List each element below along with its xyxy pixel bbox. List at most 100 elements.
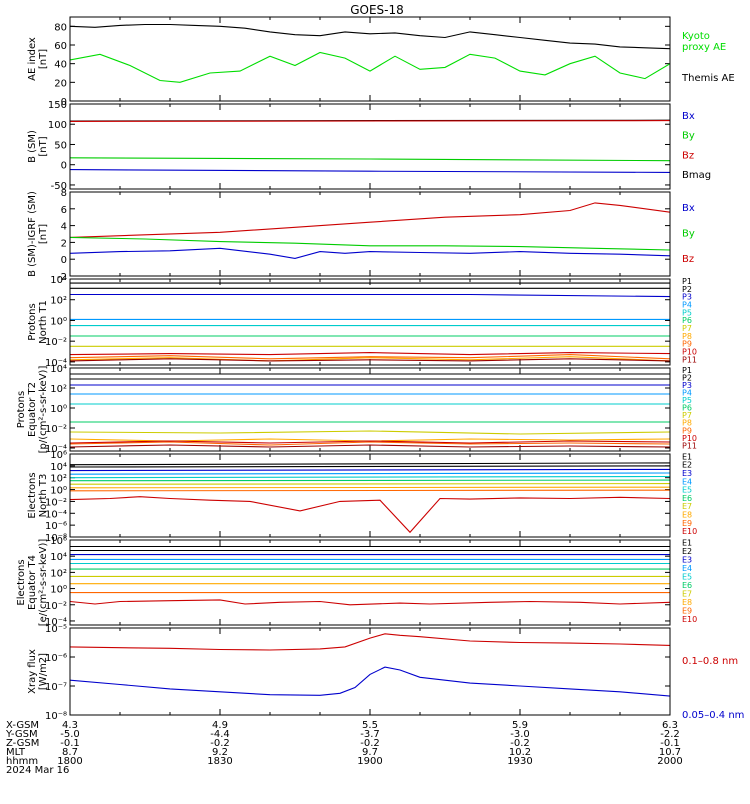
y-axis-label: [W/m2] [38,653,49,690]
y-tick-label: 2 [61,238,67,249]
panel-frame [69,367,671,452]
y-tick-label: 0 [61,161,67,172]
y-tick-label: 10² [50,568,67,579]
series-line-by [70,236,670,251]
legend-label: Bx [682,111,695,122]
panel-frame [69,191,671,277]
panel-bigrf: -2 0 2 4 6 8 B (SM)-IGRF (SM) [nT] Bx By Bz [27,188,695,283]
x-axis-value: 10.2 [509,747,531,758]
legend-label: E8 [682,598,692,607]
series-line-e7 [70,483,670,485]
x-axis-date: 2024 Mar 16 [6,765,69,776]
x-axis-value: 1830 [207,756,232,767]
x-axis-table: X-GSM 4.3 4.9 5.5 5.9 6.3 Y-GSM -5.0 -4.4 -3.7 -3.… [5,720,683,776]
legend-label: P1 [682,366,692,375]
legend-label: Kyoto [682,31,710,42]
y-axis-label: B (SM)-IGRF (SM) [27,191,38,277]
series-line-p8 [70,356,670,362]
panel-frame [69,278,671,366]
panel-frame [69,16,671,102]
legend-label: P5 [682,308,692,317]
legend-label: P7 [682,411,692,420]
series-line-0-05-0-4-nm [70,666,670,697]
series-group [70,545,670,606]
series-line-e6 [70,479,670,482]
series-line-p9 [70,354,670,360]
x-axis-value: -0.1 [660,738,680,749]
y-axis-label: Electrons [16,559,27,605]
legend-label: E8 [682,510,692,519]
legend-label: P2 [682,285,692,294]
legend-label: E3 [682,469,692,478]
panel-xray: 10⁻⁸ 10⁻⁷ 10⁻⁶ 10⁻⁵ Xray flux [W/m2] 0.1–0.8 n… [27,624,744,722]
y-tick-label: 60 [54,41,67,52]
legend-label: E2 [682,547,692,556]
x-axis-row-label: X-GSM [6,720,39,731]
legend-label: Themis AE [681,73,735,84]
y-axis-label: [nT] [38,224,49,244]
y-tick-label: 10⁴ [50,364,67,375]
y-tick-label: 6 [61,205,67,216]
legend-label: Bx [682,203,695,214]
x-axis-value: -0.2 [510,738,530,749]
y-tick-label: 10⁻⁶ [45,521,67,532]
y-tick-label: 10⁰ [50,585,67,596]
legend-label: P4 [682,389,692,398]
legend-label: P11 [682,355,697,364]
y-tick-label: 10⁻⁷ [45,682,67,693]
series-group [70,462,670,534]
y-axis-label: North T3 [38,474,49,518]
y-tick-label: 10⁻² [45,601,67,612]
y-tick-label: 10⁶ [50,536,67,547]
series-line-bz [70,202,670,238]
legend-label: P10 [682,347,697,356]
page-title: GOES-18 [350,3,404,17]
x-axis-value: 2000 [657,756,682,767]
y-tick-label: 10⁻⁸ [45,711,67,722]
y-tick-label: 10⁻² [45,424,67,435]
y-tick-label: 8 [61,188,67,199]
series-group [70,282,670,362]
y-tick-label: 50 [54,140,67,151]
series-line-e9 [70,489,670,492]
panel-frame [69,627,671,716]
panel-frame [69,453,671,538]
x-axis-row-label: MLT [6,747,26,758]
series-line-by [70,157,670,162]
y-tick-label: 10⁻⁴ [45,509,67,520]
y-tick-label: 10⁻⁴ [45,617,67,628]
series-line-p11 [70,444,670,448]
x-axis-value: 5.5 [362,720,378,731]
series-line-e5 [70,475,670,479]
panel-pequator: 10⁻⁴ 10⁻² 10⁰ 10² 10⁴ Protons Equator T2 [p/(cm… [16,364,697,455]
x-axis-value: -5.0 [60,729,80,740]
series-line-bx [70,247,670,259]
series-line-p10 [70,352,670,356]
y-axis-label: Equator T4 [27,555,38,610]
x-axis-value: -4.4 [210,729,230,740]
legend-label: By [682,131,695,142]
y-axis-label: Protons [16,391,27,428]
series-line-e10 [70,496,670,534]
series-group [70,23,670,83]
legend-label: P5 [682,396,692,405]
x-axis-value: 5.9 [512,720,528,731]
series-group [70,373,670,448]
y-tick-label: 10⁻⁵ [45,624,67,635]
y-tick-label: 10² [50,384,67,395]
panel-pnorth: 10⁻⁴ 10⁻² 10⁰ 10² 10⁴ Protons North T1 P1P2P3P4… [27,275,697,369]
legend-label: Bmag [682,170,711,181]
legend-label: E4 [682,477,692,486]
y-tick-label: 10⁰ [50,486,67,497]
series-line-p9 [70,441,670,446]
y-tick-label: 10⁴ [50,552,67,563]
panel-frame [69,103,671,190]
legend-label: P2 [682,373,692,382]
legend-label: E3 [682,556,692,565]
x-axis-row-label: Z-GSM [6,738,39,749]
y-tick-label: 10⁻² [45,337,67,348]
y-tick-label: 10⁻⁶ [45,653,67,664]
x-axis-row-label: Y-GSM [5,729,38,740]
